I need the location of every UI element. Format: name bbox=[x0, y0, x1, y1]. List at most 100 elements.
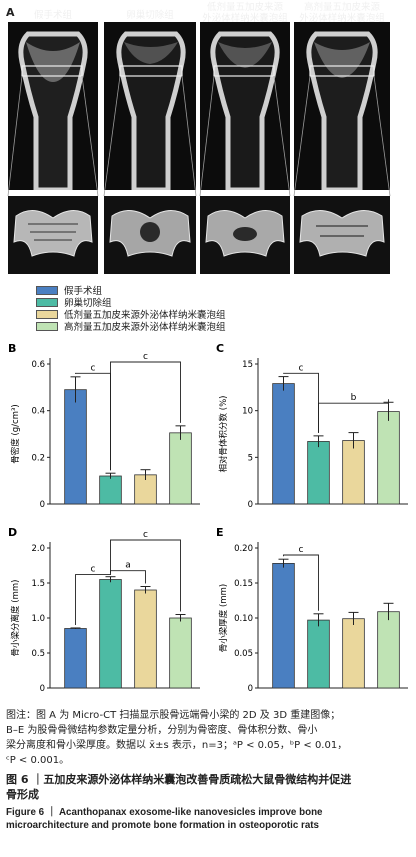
bar bbox=[377, 611, 400, 689]
legend-item: 卵巢切除组 bbox=[36, 296, 226, 309]
y-axis-label: 骨小梁分离度 (mm) bbox=[10, 580, 21, 657]
bar bbox=[272, 383, 295, 505]
ct-3d-image-ovx bbox=[104, 196, 196, 274]
y-tick-label: 0.15 bbox=[234, 579, 253, 589]
femur-2d-drawing bbox=[18, 31, 88, 190]
significance-label: c bbox=[299, 363, 304, 373]
panel-letter: C bbox=[216, 342, 224, 355]
ct-2d-image-high-dose bbox=[294, 22, 390, 190]
legend-swatch bbox=[36, 309, 58, 319]
legend-swatch bbox=[36, 321, 58, 331]
title-line: 骨形成 bbox=[6, 788, 39, 801]
bar bbox=[64, 628, 87, 689]
panel-a-letter: A bbox=[6, 6, 15, 19]
bone-3d-drawing bbox=[205, 210, 285, 257]
legend-label: 高剂量五加皮来源外泌体样纳米囊泡组 bbox=[64, 322, 226, 333]
significance-bracket bbox=[110, 361, 181, 471]
ct-3d-image-high-dose bbox=[294, 196, 390, 274]
legend-label: 卵巢切除组 bbox=[64, 298, 112, 309]
femur-2d-drawing bbox=[116, 31, 186, 190]
ct-2d-image-sham bbox=[8, 22, 98, 190]
y-tick-label: 0.10 bbox=[234, 614, 253, 624]
significance-bracket bbox=[75, 573, 111, 625]
legend-swatch bbox=[36, 297, 58, 307]
bone-3d-drawing bbox=[13, 210, 93, 257]
group-title-low-dose: 低剂量五加皮来源 外泌体样纳米囊泡组 bbox=[198, 2, 292, 24]
chart-trabecular-separation: D 0 0.5 1.0 1.5 2.0 骨小梁分离度 (mm) c a c bbox=[8, 526, 200, 694]
title-line: 低剂量五加皮来源 bbox=[206, 2, 283, 13]
group-title-sham: 假手术组 bbox=[8, 10, 98, 21]
significance-label: a bbox=[125, 561, 131, 571]
legend-swatch bbox=[36, 285, 58, 295]
bar bbox=[272, 563, 295, 689]
panel-letter: E bbox=[216, 526, 224, 539]
title-line: 图 6 ｜五加皮来源外泌体样纳米囊泡改善骨质疏松大鼠骨微结构并促进 bbox=[6, 773, 352, 786]
panel-letter: B bbox=[8, 342, 16, 355]
chart-bone-density: B 0 0.2 0.4 0.6 骨密度 (g/cm³) c c bbox=[8, 342, 200, 510]
y-tick-label: 0.20 bbox=[234, 544, 253, 554]
bone-3d-drawing bbox=[299, 210, 385, 257]
significance-label: c bbox=[91, 363, 96, 373]
y-tick-label: 0 bbox=[248, 500, 253, 510]
caption-line: B–E 为股骨骨微结构参数定量分析，分别为骨密度、骨体积分数、骨小 bbox=[6, 725, 318, 736]
femur-2d-drawing bbox=[210, 31, 280, 190]
legend: 假手术组 卵巢切除组 低剂量五加皮来源外泌体样纳米囊泡组 高剂量五加皮来源外泌体… bbox=[36, 284, 226, 333]
caption-line: 图注：图 A 为 Micro-CT 扫描显示股骨远端骨小梁的 2D 及 3D 重… bbox=[6, 710, 341, 721]
significance-bracket bbox=[283, 554, 319, 611]
significance-bracket bbox=[110, 539, 181, 612]
ct-2d-image-ovx bbox=[104, 22, 196, 190]
bar bbox=[342, 440, 365, 505]
title-line: 高剂量五加皮来源 bbox=[303, 2, 380, 13]
figure-caption: 图注：图 A 为 Micro-CT 扫描显示股骨远端骨小梁的 2D 及 3D 重… bbox=[6, 708, 410, 768]
y-tick-label: 15 bbox=[242, 360, 253, 370]
y-tick-label: 0 bbox=[40, 500, 45, 510]
bar bbox=[64, 389, 87, 505]
y-tick-label: 10 bbox=[242, 407, 253, 417]
y-tick-label: 0.4 bbox=[31, 407, 45, 417]
zoom-connector-lines bbox=[7, 75, 391, 197]
bar bbox=[99, 579, 122, 689]
y-tick-label: 0 bbox=[40, 684, 45, 694]
title-line: microarchitecture and promote bone forma… bbox=[6, 820, 319, 831]
bar bbox=[307, 441, 330, 505]
ct-3d-image-sham bbox=[8, 196, 98, 274]
y-axis-label: 骨小梁厚度 (mm) bbox=[218, 584, 229, 652]
bone-3d-drawing bbox=[109, 210, 191, 257]
bar bbox=[99, 475, 122, 505]
title-line: Figure 6 ｜ Acanthopanax exosome-like nan… bbox=[6, 807, 323, 818]
chart-trabecular-thickness: E 0 0.05 0.10 0.15 0.20 骨小梁厚度 (mm) c bbox=[216, 526, 408, 694]
bar bbox=[307, 619, 330, 689]
caption-line: ᶜP < 0.001。 bbox=[6, 755, 70, 766]
significance-bracket bbox=[318, 399, 389, 433]
caption-line: 梁分离度和骨小梁厚度。数据以 x̄±s 表示，n=3；ᵃP < 0.05，ᵇP … bbox=[6, 740, 348, 751]
y-tick-label: 0.05 bbox=[234, 649, 253, 659]
significance-label: b bbox=[351, 393, 357, 403]
bar bbox=[377, 411, 400, 505]
title-line: 外泌体样纳米囊泡组 bbox=[202, 13, 288, 24]
femur-2d-drawing bbox=[306, 31, 378, 190]
title-line: 假手术组 bbox=[33, 10, 72, 21]
figure-title-en: Figure 6 ｜ Acanthopanax exosome-like nan… bbox=[6, 806, 410, 832]
significance-label: c bbox=[143, 530, 148, 540]
legend-label: 低剂量五加皮来源外泌体样纳米囊泡组 bbox=[64, 310, 226, 321]
figure-title-cn: 图 6 ｜五加皮来源外泌体样纳米囊泡改善骨质疏松大鼠骨微结构并促进 骨形成 bbox=[6, 772, 410, 802]
title-line: 卵巢切除组 bbox=[126, 10, 174, 21]
y-axis-label: 相对骨体积分数 (%) bbox=[218, 396, 229, 473]
y-tick-label: 2.0 bbox=[31, 544, 45, 554]
significance-label: c bbox=[299, 545, 304, 555]
legend-item: 高剂量五加皮来源外泌体样纳米囊泡组 bbox=[36, 320, 226, 333]
y-tick-label: 0.6 bbox=[31, 360, 45, 370]
ct-3d-image-low-dose bbox=[200, 196, 290, 274]
group-title-high-dose: 高剂量五加皮来源 外泌体样纳米囊泡组 bbox=[292, 2, 392, 24]
ct-2d-image-low-dose bbox=[200, 22, 290, 190]
legend-label: 假手术组 bbox=[64, 286, 103, 297]
y-tick-label: 0.2 bbox=[31, 453, 45, 463]
significance-label: c bbox=[143, 352, 148, 362]
y-tick-label: 0 bbox=[248, 684, 253, 694]
y-tick-label: 1.0 bbox=[31, 614, 45, 624]
y-axis-label: 骨密度 (g/cm³) bbox=[10, 404, 21, 463]
panel-letter: D bbox=[8, 526, 17, 539]
bar bbox=[169, 617, 192, 689]
y-tick-label: 0.5 bbox=[31, 649, 45, 659]
legend-item: 假手术组 bbox=[36, 284, 226, 297]
